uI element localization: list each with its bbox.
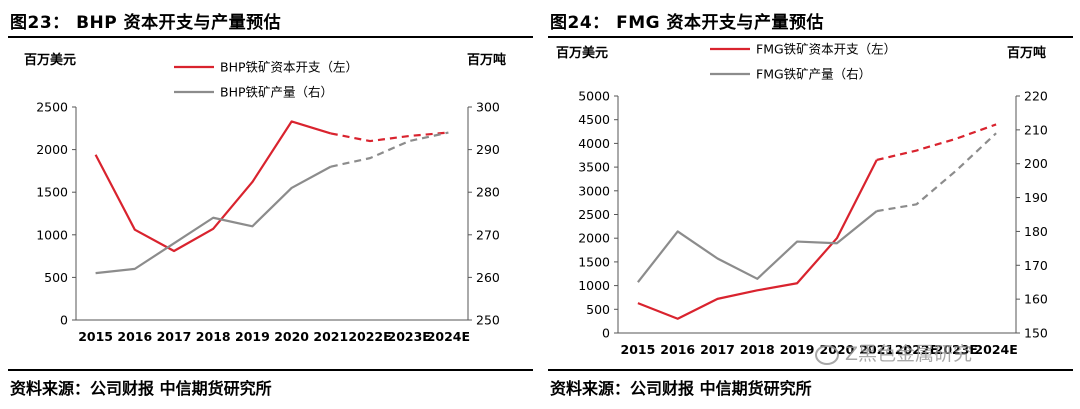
y-left-tick-label: 1500 (578, 254, 610, 269)
y-right-tick-label: 260 (476, 270, 500, 285)
x-tick-label: 2021 (859, 342, 894, 357)
x-tick-label: 2017 (157, 329, 192, 344)
x-tick-label: 2015 (78, 329, 113, 344)
y-right-unit-label: 百万吨 (1007, 45, 1046, 61)
y-left-tick-label: 3500 (578, 160, 610, 175)
x-tick-label: 2020 (274, 329, 309, 344)
y-right-tick-label: 200 (1024, 156, 1048, 171)
x-tick-label: 2024E (974, 342, 1017, 357)
y-left-tick-label: 0 (602, 326, 610, 341)
chart-panel-bhp: 图23： BHP 资本开支与产量预估 0 500 1000 1500 2000 2500 2… (8, 0, 540, 409)
y-right-tick-label: 160 (1024, 292, 1048, 307)
y-left-tick-label: 2500 (36, 100, 68, 115)
x-tick-label: 2023E (388, 329, 431, 344)
source-divider (8, 369, 533, 371)
y-left-tick-label: 2500 (578, 207, 610, 222)
y-right-tick-label: 180 (1024, 224, 1048, 239)
y-left-tick-label: 1000 (36, 227, 68, 242)
y-left-tick-label: 2000 (36, 142, 68, 157)
x-tick-label: 2018 (740, 342, 775, 357)
x-tick-label: 2023E (935, 342, 978, 357)
x-tick-label: 2022E (895, 342, 938, 357)
y-left-tick-label: 500 (586, 302, 610, 317)
watermark-text: Z黑色金属研究 (845, 343, 973, 365)
x-tick-label: 2022E (348, 329, 391, 344)
figure-title: 图23： BHP 资本开支与产量预估 (10, 13, 282, 33)
x-tick-label: 2015 (621, 342, 656, 357)
y-right-tick-label: 210 (1024, 122, 1048, 137)
wechat-logo-icon (815, 344, 839, 365)
y-right-tick-label: 300 (476, 100, 500, 115)
y-left-unit-label: 百万美元 (556, 45, 608, 61)
series-line-actual (637, 210, 878, 283)
x-tick-label: 2019 (235, 329, 270, 344)
y-left-tick-label: 3000 (578, 183, 610, 198)
bhp-capex-production-chart: 0 500 1000 1500 2000 2500 250 260 270 280 290 300 20… (24, 52, 506, 344)
legend-label: FMG铁矿资本开支（左） (756, 42, 896, 57)
title-divider (548, 36, 1073, 38)
y-right-unit-label: 百万吨 (467, 52, 506, 68)
y-left-tick-label: 4000 (578, 136, 610, 151)
source-divider (548, 369, 1073, 371)
chart-panel-fmg: 图24： FMG 资本开支与产量预估 0 500 1000 1500 2000 2500 3… (548, 0, 1080, 409)
legend-label: BHP铁矿产量（右） (220, 85, 333, 100)
y-right-tick-label: 270 (476, 227, 500, 242)
y-left-tick-label: 4500 (578, 112, 610, 127)
x-tick-label: 2021 (313, 329, 348, 344)
y-left-tick-label: 500 (44, 270, 68, 285)
y-left-tick-label: 5000 (578, 89, 610, 104)
y-right-tick-label: 250 (476, 313, 500, 328)
y-left-unit-label: 百万美元 (24, 52, 76, 68)
x-tick-label: 2017 (700, 342, 735, 357)
x-tick-label: 2018 (196, 329, 231, 344)
series-line-forecast (330, 131, 449, 143)
y-right-tick-label: 190 (1024, 190, 1048, 205)
y-right-tick-label: 220 (1024, 89, 1048, 104)
y-left-tick-label: 0 (60, 313, 68, 328)
x-tick-label: 2024E (427, 329, 470, 344)
y-left-tick-label: 1500 (36, 185, 68, 200)
x-tick-label: 2016 (117, 329, 152, 344)
series-line-forecast (876, 123, 997, 162)
title-divider (8, 36, 533, 38)
y-right-tick-label: 290 (476, 142, 500, 157)
y-left-tick-label: 1000 (578, 278, 610, 293)
legend-label: BHP铁矿资本开支（左） (220, 60, 358, 75)
x-tick-label: 2019 (780, 342, 815, 357)
legend-label: FMG铁矿产量（右） (756, 67, 871, 82)
y-right-tick-label: 280 (476, 185, 500, 200)
watermark: Z黑色金属研究 (815, 339, 972, 366)
series-line-forecast (330, 131, 449, 168)
y-right-tick-label: 170 (1024, 258, 1048, 273)
y-right-tick-label: 150 (1024, 326, 1048, 341)
series-line-forecast (876, 132, 997, 213)
y-left-tick-label: 2000 (578, 231, 610, 246)
figure-title: 图24： FMG 资本开支与产量预估 (550, 13, 824, 33)
x-tick-label: 2016 (660, 342, 695, 357)
source-note: 资料来源：公司财报 中信期货研究所 (10, 379, 272, 398)
source-note: 资料来源：公司财报 中信期货研究所 (550, 379, 812, 398)
fmg-capex-production-chart: 0 500 1000 1500 2000 2500 3000 3500 4000 4500 5000… (556, 42, 1048, 358)
